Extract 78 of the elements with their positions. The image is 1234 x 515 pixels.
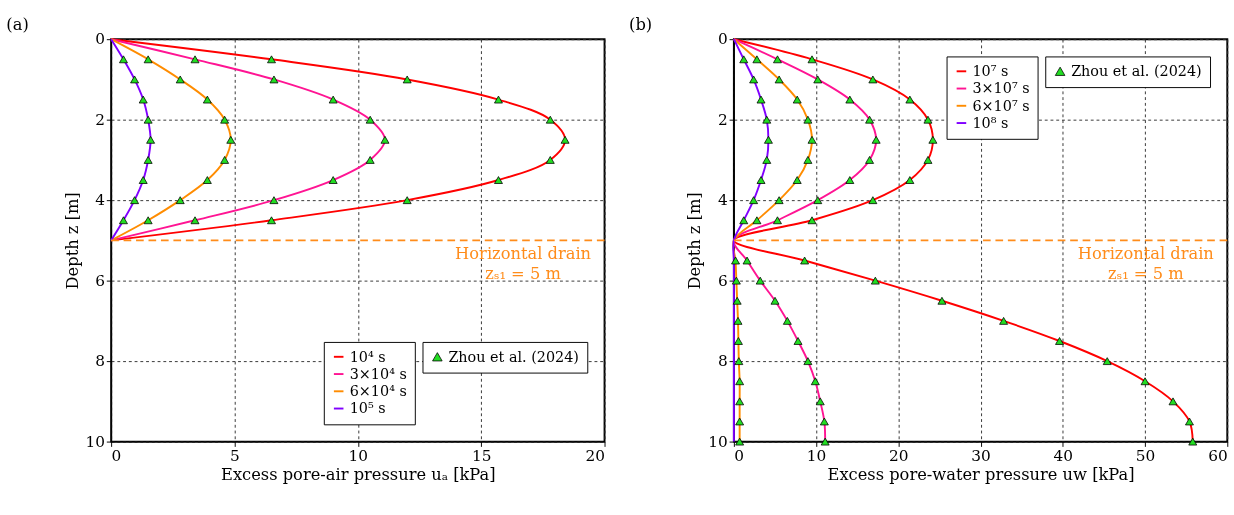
ref-line-label: Horizontal drain zₛ₁ = 5 m [1077, 243, 1215, 283]
chart-title: (b) [629, 14, 653, 34]
point [138, 95, 148, 104]
x-tick-label: 50 [1135, 447, 1156, 466]
point [220, 156, 230, 164]
y-tick-label: 6 [95, 271, 105, 290]
point [130, 75, 139, 84]
point [130, 196, 139, 205]
point [545, 115, 555, 124]
y-axis-title: Depth z [m] [62, 192, 82, 290]
point [267, 216, 276, 225]
y-tick-label: 6 [717, 271, 728, 290]
point [202, 176, 212, 184]
chart-title: (a) [6, 14, 29, 34]
x-tick-label: 20 [889, 447, 909, 466]
point [143, 216, 153, 225]
point [143, 115, 153, 124]
y-tick-label: 10 [85, 432, 105, 451]
point [175, 196, 185, 205]
point [545, 156, 555, 164]
point [402, 196, 412, 205]
legend-label: 3×10⁴ s [349, 365, 407, 382]
x-tick-label: 40 [1053, 447, 1074, 466]
point [402, 75, 412, 84]
ref-line-label: Horizontal drain zₛ₁ = 5 m [455, 243, 592, 283]
y-tick-label: 4 [95, 191, 105, 210]
legend-label: 10⁸ s [972, 114, 1009, 131]
y-tick-label: 4 [717, 191, 728, 210]
point [380, 135, 390, 144]
legend-label: Zhou et al. (2024) [1071, 63, 1202, 80]
point [202, 95, 212, 104]
point [560, 135, 570, 144]
y-tick-label: 10 [708, 432, 728, 451]
point [269, 75, 279, 84]
x-tick-label: 10 [806, 447, 827, 466]
point [146, 135, 156, 144]
x-tick-label: 60 [1208, 447, 1228, 466]
point [328, 95, 338, 104]
x-tick-label: 0 [111, 447, 122, 466]
x-axis-title: Excess pore-air pressure uₐ [kPa] [221, 465, 496, 485]
point [119, 55, 128, 64]
legend-label: 10⁴ s [349, 348, 386, 365]
x-tick-label: 15 [471, 447, 492, 466]
point [143, 55, 153, 64]
x-tick-label: 20 [585, 447, 606, 466]
point [175, 75, 185, 84]
point [190, 216, 200, 225]
point [269, 196, 279, 205]
legend-label: Zhou et al. (2024) [448, 348, 579, 365]
y-tick-label: 2 [717, 110, 728, 129]
point [494, 176, 503, 184]
point [226, 135, 236, 144]
x-tick-label: 10 [348, 447, 369, 466]
y-tick-label: 8 [717, 352, 728, 371]
legend-label: 3×10⁷ s [972, 80, 1030, 97]
y-axis-title: Depth z [m] [685, 192, 705, 290]
x-tick-label: 30 [971, 447, 991, 466]
y-tick-label: 8 [95, 352, 105, 371]
x-axis-title: Excess pore-water pressure uw [kPa] [827, 465, 1135, 485]
y-tick-label: 0 [717, 30, 728, 49]
point [365, 156, 375, 164]
point [143, 156, 153, 164]
legend-label: 10⁵ s [349, 400, 386, 417]
legend-label: 6×10⁴ s [349, 383, 407, 400]
point [328, 176, 338, 184]
y-tick-label: 2 [95, 110, 105, 129]
point [119, 216, 128, 225]
point [494, 95, 503, 104]
point [267, 55, 276, 64]
x-tick-label: 0 [734, 447, 745, 466]
point [190, 55, 200, 64]
y-tick-label: 0 [95, 30, 105, 49]
point [138, 176, 148, 184]
point [220, 115, 230, 124]
point [365, 115, 375, 124]
legend-label: 10⁷ s [972, 63, 1009, 80]
x-tick-label: 5 [230, 447, 240, 466]
legend-label: 6×10⁷ s [972, 97, 1030, 114]
